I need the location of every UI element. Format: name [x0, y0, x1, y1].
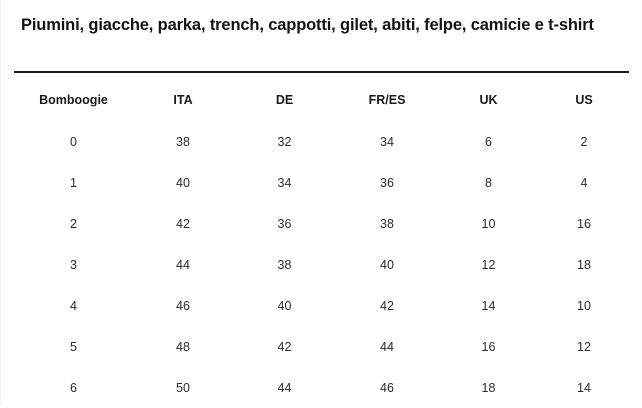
cell-uk: 16: [481, 339, 496, 354]
cell-bomboogie: 5: [70, 339, 77, 354]
cell-fres: 44: [380, 339, 394, 354]
table-row: 6 50 44 46 18 14: [14, 367, 629, 408]
column-header-uk: UK: [479, 93, 498, 107]
cell-uk: 8: [485, 175, 492, 190]
cell-de: 34: [277, 175, 292, 190]
column-header-bomboogie: Bomboogie: [39, 93, 108, 107]
cell-fres: 38: [380, 216, 394, 231]
cell-uk: 10: [481, 216, 496, 231]
cell-fres: 36: [380, 175, 394, 190]
cell-uk: 18: [481, 380, 496, 395]
cell-bomboogie: 0: [70, 134, 77, 149]
table-row: 1 40 34 36 8 4: [14, 162, 629, 203]
cell-bomboogie: 3: [70, 257, 77, 272]
table-header-row: Bomboogie ITA DE FR/ES UK US: [14, 79, 629, 121]
size-conversion-table: Bomboogie ITA DE FR/ES UK US 0 38 32 34 …: [14, 79, 629, 408]
column-header-fres: FR/ES: [368, 93, 406, 107]
column-header-us: US: [575, 93, 593, 107]
cell-ita: 48: [176, 339, 190, 354]
column-header-de: DE: [275, 93, 294, 107]
table-header: Bomboogie ITA DE FR/ES UK US: [14, 79, 629, 121]
title-divider: [14, 71, 629, 73]
column-header-ita: ITA: [173, 93, 193, 107]
cell-us: 12: [577, 339, 591, 354]
table-row: 4 46 40 42 14 10: [14, 285, 629, 326]
cell-ita: 42: [176, 216, 190, 231]
cell-ita: 46: [176, 298, 190, 313]
page-title: Piumini, giacche, parka, trench, cappott…: [21, 16, 594, 34]
cell-ita: 44: [176, 257, 190, 272]
cell-us: 18: [577, 257, 591, 272]
cell-us: 16: [577, 216, 591, 231]
cell-bomboogie: 2: [70, 216, 77, 231]
cell-us: 10: [577, 298, 591, 313]
cell-us: 4: [580, 175, 588, 190]
cell-de: 40: [277, 298, 292, 313]
table-row: 0 38 32 34 6 2: [14, 121, 629, 162]
title-block: Piumini, giacche, parka, trench, cappott…: [1, 0, 641, 37]
cell-bomboogie: 4: [70, 298, 77, 313]
cell-de: 42: [277, 339, 292, 354]
cell-de: 36: [277, 216, 292, 231]
cell-us: 2: [580, 134, 588, 149]
cell-de: 44: [277, 380, 292, 395]
table-row: 2 42 36 38 10 16: [14, 203, 629, 244]
cell-fres: 34: [380, 134, 394, 149]
cell-ita: 38: [176, 134, 190, 149]
cell-ita: 40: [176, 175, 190, 190]
cell-bomboogie: 1: [70, 175, 77, 190]
cell-uk: 14: [481, 298, 496, 313]
cell-de: 32: [277, 134, 292, 149]
table-row: 3 44 38 40 12 18: [14, 244, 629, 285]
cell-uk: 12: [481, 257, 496, 272]
cell-uk: 6: [485, 134, 492, 149]
cell-de: 38: [277, 257, 292, 272]
table-body: 0 38 32 34 6 2 1 40 34 36 8 4 2 42 36 38…: [14, 121, 629, 408]
cell-fres: 42: [380, 298, 394, 313]
cell-ita: 50: [176, 380, 190, 395]
cell-us: 14: [577, 380, 591, 395]
cell-fres: 46: [380, 380, 394, 395]
cell-bomboogie: 6: [70, 380, 77, 395]
cell-fres: 40: [380, 257, 394, 272]
table-row: 5 48 42 44 16 12: [14, 326, 629, 367]
